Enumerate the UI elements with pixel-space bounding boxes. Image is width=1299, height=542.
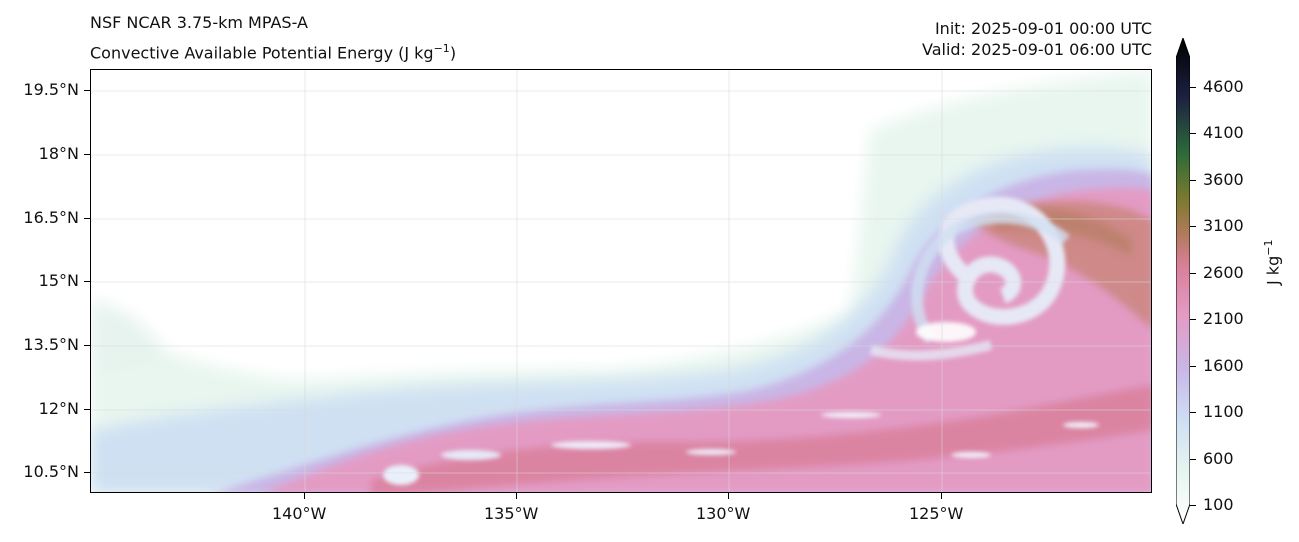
- lat-tick: [84, 281, 90, 282]
- colorbar-label: 2100: [1203, 309, 1244, 328]
- colorbar-tick: [1190, 226, 1196, 227]
- colorbar-tick: [1190, 366, 1196, 367]
- lat-label: 16.5°N: [23, 208, 79, 227]
- lat-label: 13.5°N: [23, 335, 79, 354]
- init-time: Init: 2025-09-01 00:00 UTC: [934, 19, 1152, 38]
- lat-tick: [84, 409, 90, 410]
- colorbar-unit-exponent: −1: [1262, 239, 1275, 256]
- lat-tick: [84, 154, 90, 155]
- colorbar-tick: [1190, 412, 1196, 413]
- map-panel[interactable]: [90, 69, 1152, 493]
- colorbar-label: 1600: [1203, 356, 1244, 375]
- lat-tick: [84, 90, 90, 91]
- colorbar-label: 3100: [1203, 216, 1244, 235]
- lat-tick: [84, 218, 90, 219]
- colorbar-unit: J kg−1: [1262, 240, 1282, 285]
- field-title-exponent: −1: [433, 42, 450, 55]
- colorbar-label: 2600: [1203, 263, 1244, 282]
- colorbar-tick: [1190, 459, 1196, 460]
- lon-tick: [304, 493, 305, 499]
- colorbar-tick: [1190, 180, 1196, 181]
- colorbar-label: 3600: [1203, 170, 1244, 189]
- colorbar-label: 1100: [1203, 402, 1244, 421]
- lon-tick: [516, 493, 517, 499]
- colorbar-tick: [1190, 319, 1196, 320]
- colorbar-tick: [1190, 133, 1196, 134]
- colorbar-tick: [1190, 505, 1196, 506]
- lon-label: 140°W: [272, 504, 327, 523]
- model-title: NSF NCAR 3.75-km MPAS-A: [90, 13, 308, 32]
- colorbar-unit-text: J kg: [1263, 255, 1283, 285]
- lat-tick: [84, 472, 90, 473]
- colorbar-label: 4100: [1203, 123, 1244, 142]
- lon-tick: [728, 493, 729, 499]
- colorbar: [1176, 38, 1190, 524]
- colorbar-label: 4600: [1203, 77, 1244, 96]
- colorbar-label: 100: [1203, 495, 1234, 514]
- cyclone-spiral: [869, 196, 1070, 361]
- colorbar-gradient: [1176, 38, 1190, 524]
- graticule: [91, 70, 1151, 492]
- lat-label: 19.5°N: [23, 80, 79, 99]
- lon-label: 130°W: [696, 504, 751, 523]
- lat-label: 18°N: [38, 144, 79, 163]
- lat-label: 12°N: [38, 399, 79, 418]
- convective-spots: [383, 412, 1099, 485]
- lon-label: 125°W: [909, 504, 964, 523]
- lat-label: 10.5°N: [23, 462, 79, 481]
- valid-time: Valid: 2025-09-01 06:00 UTC: [921, 40, 1152, 59]
- colorbar-tick: [1190, 273, 1196, 274]
- lat-label: 15°N: [38, 271, 79, 290]
- lat-tick: [84, 345, 90, 346]
- field-title-text: Convective Available Potential Energy (J…: [90, 43, 434, 63]
- colorbar-tick: [1190, 87, 1196, 88]
- lon-label: 135°W: [484, 504, 539, 523]
- field-title: Convective Available Potential Energy (J…: [90, 39, 456, 63]
- colorbar-label: 600: [1203, 449, 1234, 468]
- lon-tick: [941, 493, 942, 499]
- field-title-close: ): [449, 43, 457, 63]
- high-cape-band: [265, 187, 1151, 492]
- cape-field: [91, 70, 1151, 492]
